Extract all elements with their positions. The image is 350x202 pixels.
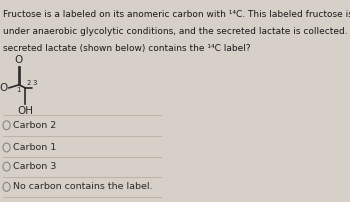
Text: 1: 1 <box>16 87 21 93</box>
Text: Carbon 1: Carbon 1 <box>13 143 56 152</box>
Text: secreted lactate (shown below) contains the ¹⁴C label?: secreted lactate (shown below) contains … <box>3 44 251 54</box>
Text: 3: 3 <box>33 80 37 86</box>
Text: under anaerobic glycolytic conditions, and the secreted lactate is collected. Wh: under anaerobic glycolytic conditions, a… <box>3 27 350 36</box>
Text: Carbon 2: Carbon 2 <box>13 121 56 130</box>
Text: No carbon contains the label.: No carbon contains the label. <box>13 182 153 191</box>
Text: Carbon 3: Carbon 3 <box>13 162 56 171</box>
Text: Fructose is a labeled on its anomeric carbon with ¹⁴C. This labeled fructose is : Fructose is a labeled on its anomeric ca… <box>3 10 350 19</box>
Text: 2: 2 <box>26 80 31 86</box>
Text: O: O <box>15 55 23 65</box>
Text: O: O <box>0 83 7 93</box>
Text: OH: OH <box>18 106 34 116</box>
